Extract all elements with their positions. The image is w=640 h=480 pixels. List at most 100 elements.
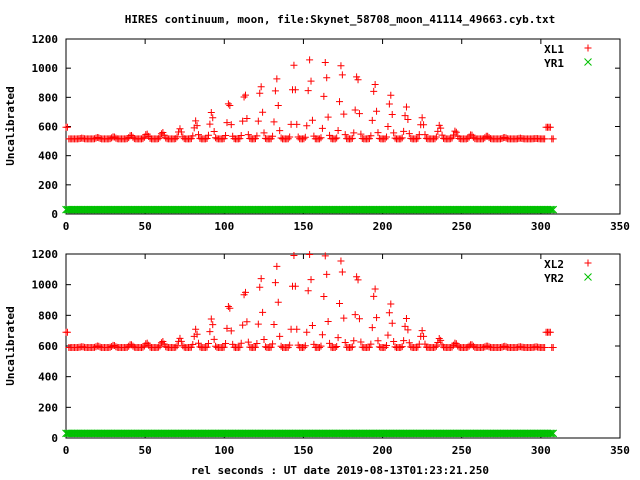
yr1-point [549,205,558,214]
xl2-point [222,340,230,348]
xl1-point [391,134,399,142]
xl1-point [381,135,389,143]
xl1-point [485,134,493,142]
xl1-point [432,133,440,141]
xl2-point [336,300,344,308]
xl2-point [300,343,308,351]
xl1-point [95,134,103,142]
xl1-point [194,131,202,139]
xl1-point [142,131,150,139]
xl2-point [318,331,326,339]
xl1-point [546,123,554,131]
top-y-tick-label: 1000 [32,62,59,75]
xl2-point [354,276,362,284]
xl1-point [354,76,362,84]
xl2-point [196,343,204,351]
top-x-tick-label: 350 [610,220,630,233]
xl1-point [414,134,422,142]
xl2-point [418,327,426,335]
bottom-x-tick-label: 250 [452,444,472,457]
top-y-tick-label: 600 [38,121,58,134]
xl1-point [157,130,165,138]
xl2-point [420,332,428,340]
xl2-point [541,344,549,352]
xl2-point [402,315,410,323]
xl2-point [333,342,341,350]
xl1-point [203,134,211,142]
xl2-point [290,252,298,260]
bottom-panel: Uncalibrated XL2 YR2 0 50 100 150 200 250 300 3… [4,248,630,457]
xl1-point [110,133,118,141]
xl1-point [146,134,154,142]
xl1-point [397,135,405,143]
xl1-point [321,58,329,66]
xl1-point [469,133,477,141]
xl1-point [239,117,247,125]
xl1-point [347,135,355,143]
xl2-point [326,339,334,347]
xl2-point [251,343,259,351]
xl1-point [368,116,376,124]
xl1-point [351,106,359,114]
xl2-point [223,324,231,332]
xl2-point [316,344,324,352]
xl2-point [338,268,346,276]
xl2-point [401,322,409,330]
bottom-y-tick-label: 1200 [32,248,59,261]
xl1-point [270,118,278,126]
xl2-point [241,288,249,296]
xl2-point [365,343,373,351]
xl2-point [355,315,363,323]
xl1-point [437,124,445,132]
xl1-point [448,134,456,142]
xl2-point [469,342,477,350]
xl2-point [303,328,311,336]
xl2-point [431,343,439,351]
xl2-point [388,319,396,327]
xl1-point [422,134,430,142]
xl1-point [227,121,235,129]
xl2-point [157,339,165,347]
xl2-point [385,309,393,317]
xl1-point [464,134,472,142]
xl2-point [194,339,202,347]
xl2-point [549,344,557,352]
xl2-point [370,292,378,300]
xl1-point [338,71,346,79]
xl2-point [421,340,429,348]
xl1-point [336,98,344,106]
xl1-point [320,92,328,100]
xl2-point [189,340,197,348]
bottom-x-tick-label: 150 [293,444,313,457]
xl2-point [226,304,234,312]
legend-label-xl2: XL2 [544,258,564,271]
xl1-point [284,135,292,143]
xl2-point [384,331,392,339]
xl1-point [176,125,184,133]
xl1-point [274,102,282,109]
xl2-point [301,342,309,350]
xl1-point [355,110,363,118]
xl2-point [270,321,278,329]
xl2-point [95,342,103,350]
xl1-point [243,114,251,122]
xl2-point [324,317,332,325]
xl1-point [371,81,379,88]
xl2-point [451,339,459,347]
xl2-point [227,327,235,335]
xl2-point [373,314,381,322]
xl2-point [259,308,267,316]
xl2-point [156,342,164,350]
xl2-point [331,344,339,352]
top-y-axis-label: Uncalibrated [4,86,17,165]
xl1-point [317,134,325,142]
xl1-point [224,100,232,108]
bottom-x-tick-label: 300 [531,444,551,457]
xl1-point [549,135,557,143]
xl1-point [357,130,365,138]
xl2-point [63,328,71,336]
xl2-point [390,338,398,346]
xl1-point [172,135,180,143]
yr2-point [549,429,558,438]
xl2-point [347,344,355,352]
